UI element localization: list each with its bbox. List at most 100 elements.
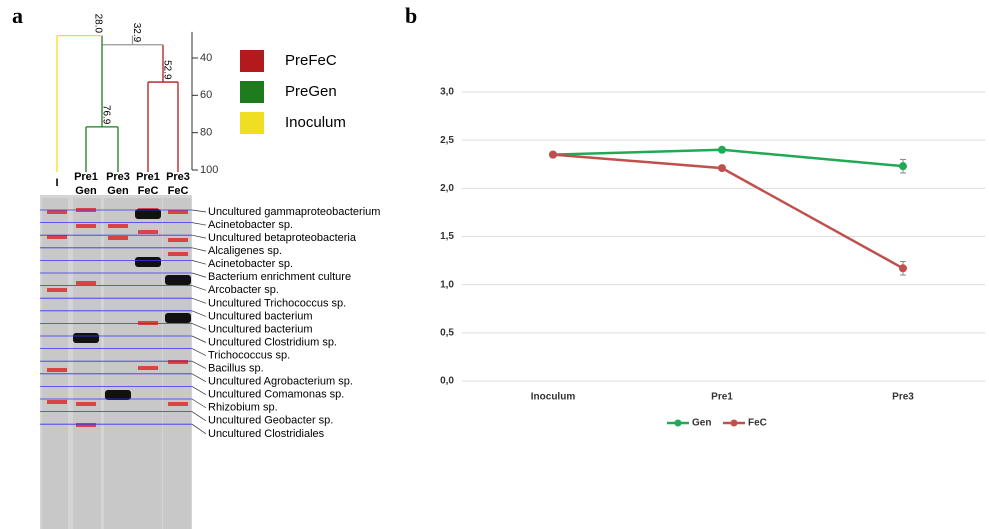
point [899, 162, 907, 170]
gel-band-strong [135, 209, 161, 219]
band-label: Uncultured Trichococcus sp. [208, 297, 346, 309]
gel-band [168, 238, 188, 242]
band-connector [192, 298, 206, 303]
gel-band-strong [73, 333, 99, 343]
scale-tick-label: 60 [200, 89, 212, 101]
band-connector [192, 248, 206, 251]
band-label: Alcaligenes sp. [208, 245, 282, 257]
band-label: Uncultured bacterium [208, 323, 313, 335]
band-label: Acinetobacter sp. [208, 219, 293, 231]
gel-band [76, 423, 96, 427]
legend-label: PreFeC [285, 52, 337, 69]
gel-band-strong [165, 275, 191, 285]
band-label: Uncultured Agrobacterium sp. [208, 376, 353, 388]
band-label: Rhizobium sp. [208, 402, 278, 414]
band-connector [192, 349, 206, 356]
gel-band [76, 224, 96, 228]
band-connector [192, 235, 206, 238]
band-connector [192, 210, 206, 212]
legend-swatch [240, 112, 264, 134]
gel-band [76, 281, 96, 285]
band-connector [192, 311, 206, 317]
y-tick-label: 0,5 [440, 327, 454, 338]
gel-band [47, 400, 67, 404]
gel-band-strong [105, 390, 131, 400]
gel-band-strong [135, 257, 161, 267]
lane-label: I [55, 177, 58, 189]
band-label: Trichococcus sp. [208, 349, 290, 361]
gel-band [138, 230, 158, 234]
legend-marker [675, 420, 682, 427]
legend-label: FeC [748, 418, 767, 429]
band-connector [192, 286, 206, 291]
band-connector [192, 323, 206, 329]
band-connector [192, 399, 206, 408]
legend-label: Gen [692, 418, 711, 429]
y-tick-label: 1,0 [440, 279, 454, 290]
y-tick-label: 1,5 [440, 231, 454, 242]
lane-label: Gen [75, 185, 97, 197]
panel-label: a [12, 3, 23, 28]
node-label: 76.9 [100, 105, 111, 125]
legend-label: Inoculum [285, 114, 346, 131]
band-label: Uncultured bacterium [208, 310, 313, 322]
band-connector [192, 374, 206, 382]
band-connector [192, 223, 206, 225]
gel-band [168, 210, 188, 214]
gel-band [168, 402, 188, 406]
lane-label: Pre3 [106, 171, 130, 183]
point [549, 151, 557, 159]
band-connector [192, 361, 206, 368]
gel-band [138, 366, 158, 370]
gel-band [47, 210, 67, 214]
gel-band [47, 368, 67, 372]
point [718, 146, 726, 154]
lane-label: Pre1 [136, 171, 160, 183]
band-label: Uncultured Geobacter sp. [208, 415, 333, 427]
band-connector [192, 273, 206, 277]
legend-swatch [240, 81, 264, 103]
y-tick-label: 2,0 [440, 183, 454, 194]
band-label: Arcobacter sp. [208, 284, 279, 296]
lane-label: Pre1 [74, 171, 98, 183]
gel-band [108, 236, 128, 240]
y-tick-label: 2,5 [440, 135, 454, 146]
gel-band [168, 252, 188, 256]
gel-band-strong [165, 313, 191, 323]
node-label: 32.9 [131, 23, 142, 43]
lane-label: Pre3 [166, 171, 190, 183]
x-tick-label: Inoculum [531, 392, 576, 403]
band-connector [192, 424, 206, 434]
y-tick-label: 3,0 [440, 87, 454, 98]
panel-label: b [405, 3, 417, 28]
legend-marker [731, 420, 738, 427]
gel-band [76, 402, 96, 406]
lane-label: FeC [168, 185, 189, 197]
point [718, 164, 726, 172]
band-label: Uncultured Clostridium sp. [208, 336, 337, 348]
scale-tick-label: 40 [200, 52, 212, 64]
scale-tick-label: 80 [200, 127, 212, 139]
lane-label: FeC [138, 185, 159, 197]
legend-label: PreGen [285, 83, 337, 100]
band-label: Bacterium enrichment culture [208, 271, 351, 283]
band-label: Uncultured Clostridiales [208, 428, 325, 440]
figure: a b PreFeC PreGen Inoculum 40 60 80 100 I Pre1 Ge… [0, 0, 989, 529]
band-label: Acinetobacter sp. [208, 258, 293, 270]
y-tick-label: 0,0 [440, 376, 454, 387]
band-connector [192, 336, 206, 343]
band-label: Uncultured betaproteobacteria [208, 232, 357, 244]
gel-band [168, 360, 188, 364]
band-connector [192, 260, 206, 264]
band-connector [192, 386, 206, 394]
gel-band [47, 288, 67, 292]
x-tick-label: Pre1 [711, 392, 733, 403]
scale-tick-label: 100 [200, 164, 218, 176]
lane-label: Gen [107, 185, 129, 197]
x-tick-label: Pre3 [892, 392, 914, 403]
band-connector [192, 412, 206, 421]
band-label: Uncultured gammaproteobacterium [208, 206, 380, 218]
gel-band [47, 235, 67, 239]
node-label: 28.0 [92, 14, 103, 34]
series-line [553, 155, 903, 269]
